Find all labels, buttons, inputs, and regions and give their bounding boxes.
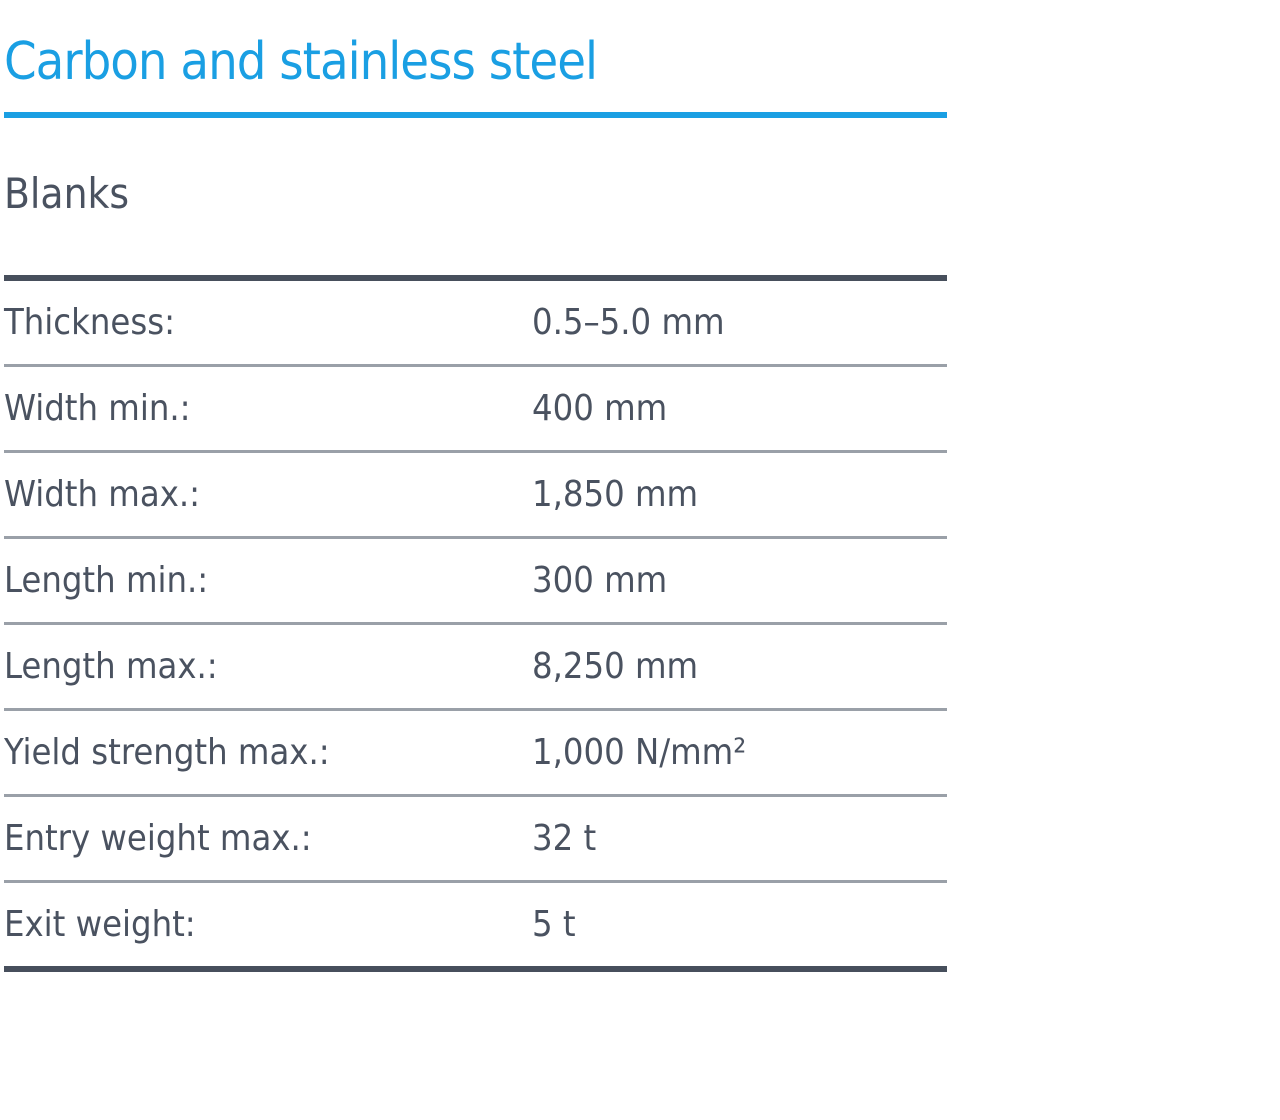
spec-row: Exit weight: 5 t bbox=[4, 882, 947, 970]
spec-value: 8,250 mm bbox=[532, 623, 947, 711]
spec-label: Entry weight max.: bbox=[4, 795, 532, 883]
spec-value: 300 mm bbox=[532, 537, 947, 625]
spec-value: 5 t bbox=[532, 904, 576, 945]
spec-row: Yield strength max.: 1,000 N/mm² bbox=[4, 709, 947, 797]
spec-row: Width max.: 1,850 mm bbox=[4, 451, 947, 539]
spec-label: Exit weight: bbox=[4, 904, 196, 945]
subtitle: Blanks bbox=[4, 169, 130, 218]
title: Carbon and stainless steel bbox=[4, 32, 598, 92]
spec-row: Width min.: 400 mm bbox=[4, 365, 947, 453]
spec-label: Thickness: bbox=[4, 278, 532, 367]
spec-label: Width min.: bbox=[4, 365, 532, 453]
spec-label: Width max.: bbox=[4, 451, 532, 539]
spec-label: Length min.: bbox=[4, 537, 532, 625]
spec-value: 0.5–5.0 mm bbox=[532, 278, 947, 367]
spec-row: Length min.: 300 mm bbox=[4, 537, 947, 625]
spec-label: Length max.: bbox=[4, 623, 532, 711]
spec-table: Thickness: 0.5–5.0 mm Width min.: 400 mm Wid… bbox=[4, 275, 947, 972]
spec-value: 1,000 N/mm² bbox=[532, 709, 947, 797]
title-rule bbox=[4, 112, 947, 118]
spec-row: Entry weight max.: 32 t bbox=[4, 795, 947, 883]
spec-row: Thickness: 0.5–5.0 mm bbox=[4, 278, 947, 367]
spec-value: 1,850 mm bbox=[532, 451, 947, 539]
spec-value: 32 t bbox=[532, 795, 947, 883]
spec-row: Length max.: 8,250 mm bbox=[4, 623, 947, 711]
spec-label: Yield strength max.: bbox=[4, 709, 532, 797]
spec-value: 400 mm bbox=[532, 365, 947, 453]
